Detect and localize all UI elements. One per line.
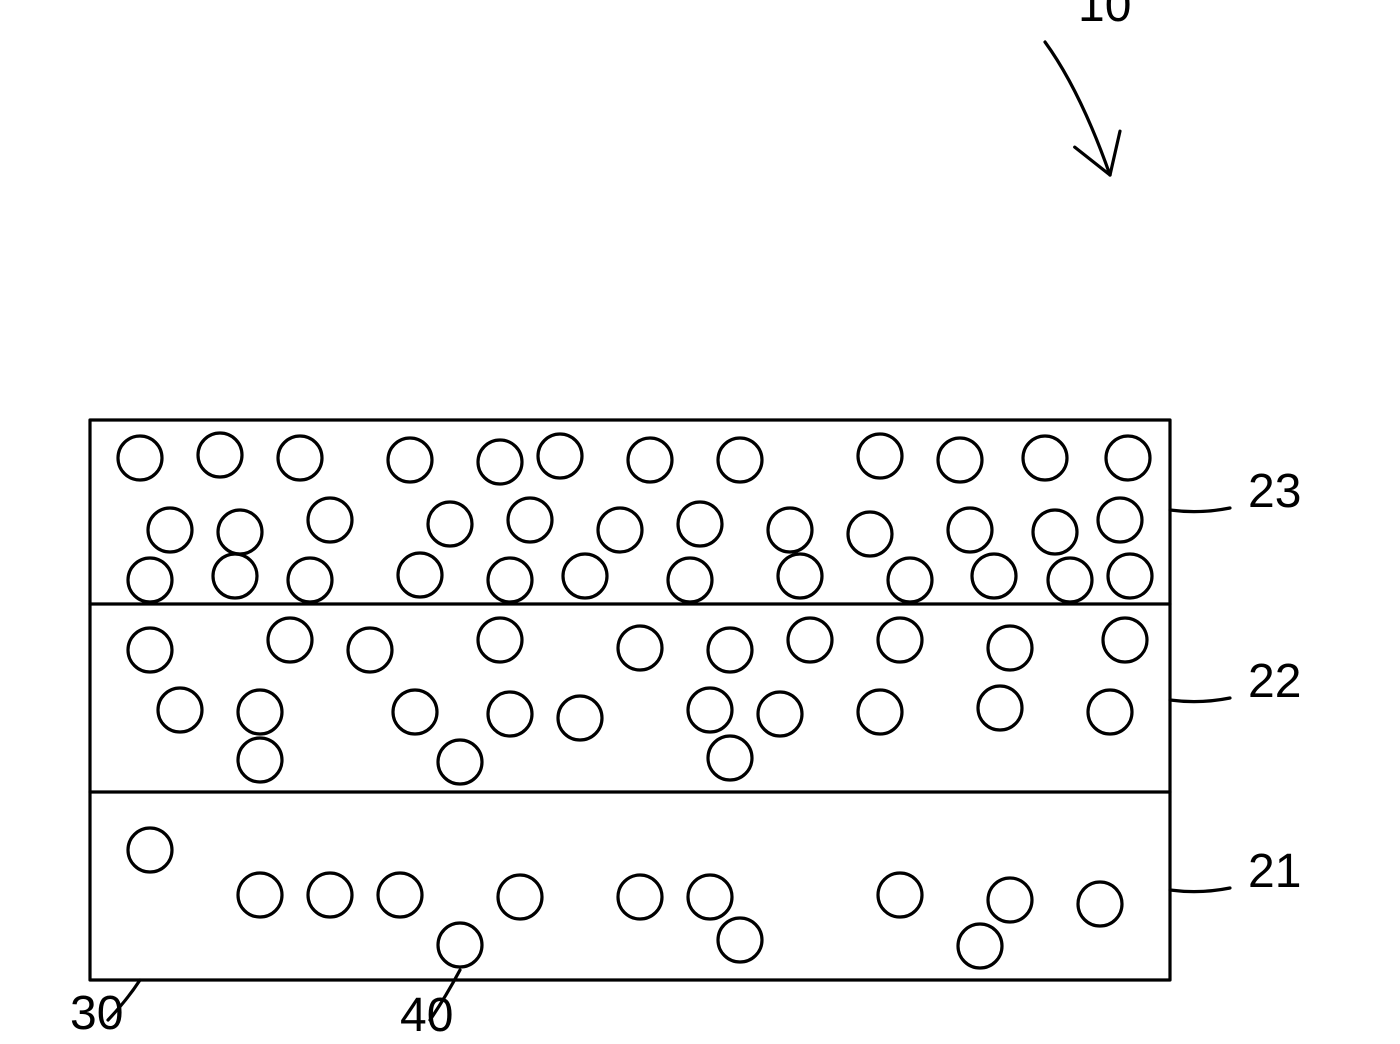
- label-40: 40: [400, 988, 453, 1043]
- label-23: 23: [1248, 464, 1301, 519]
- label-10: 10: [1078, 0, 1131, 33]
- diagram-stage: 10 23 22 21 30 40: [0, 0, 1400, 1044]
- diagram-svg: [0, 0, 1400, 1044]
- label-21: 21: [1248, 844, 1301, 899]
- label-30: 30: [70, 986, 123, 1041]
- label-22: 22: [1248, 654, 1301, 709]
